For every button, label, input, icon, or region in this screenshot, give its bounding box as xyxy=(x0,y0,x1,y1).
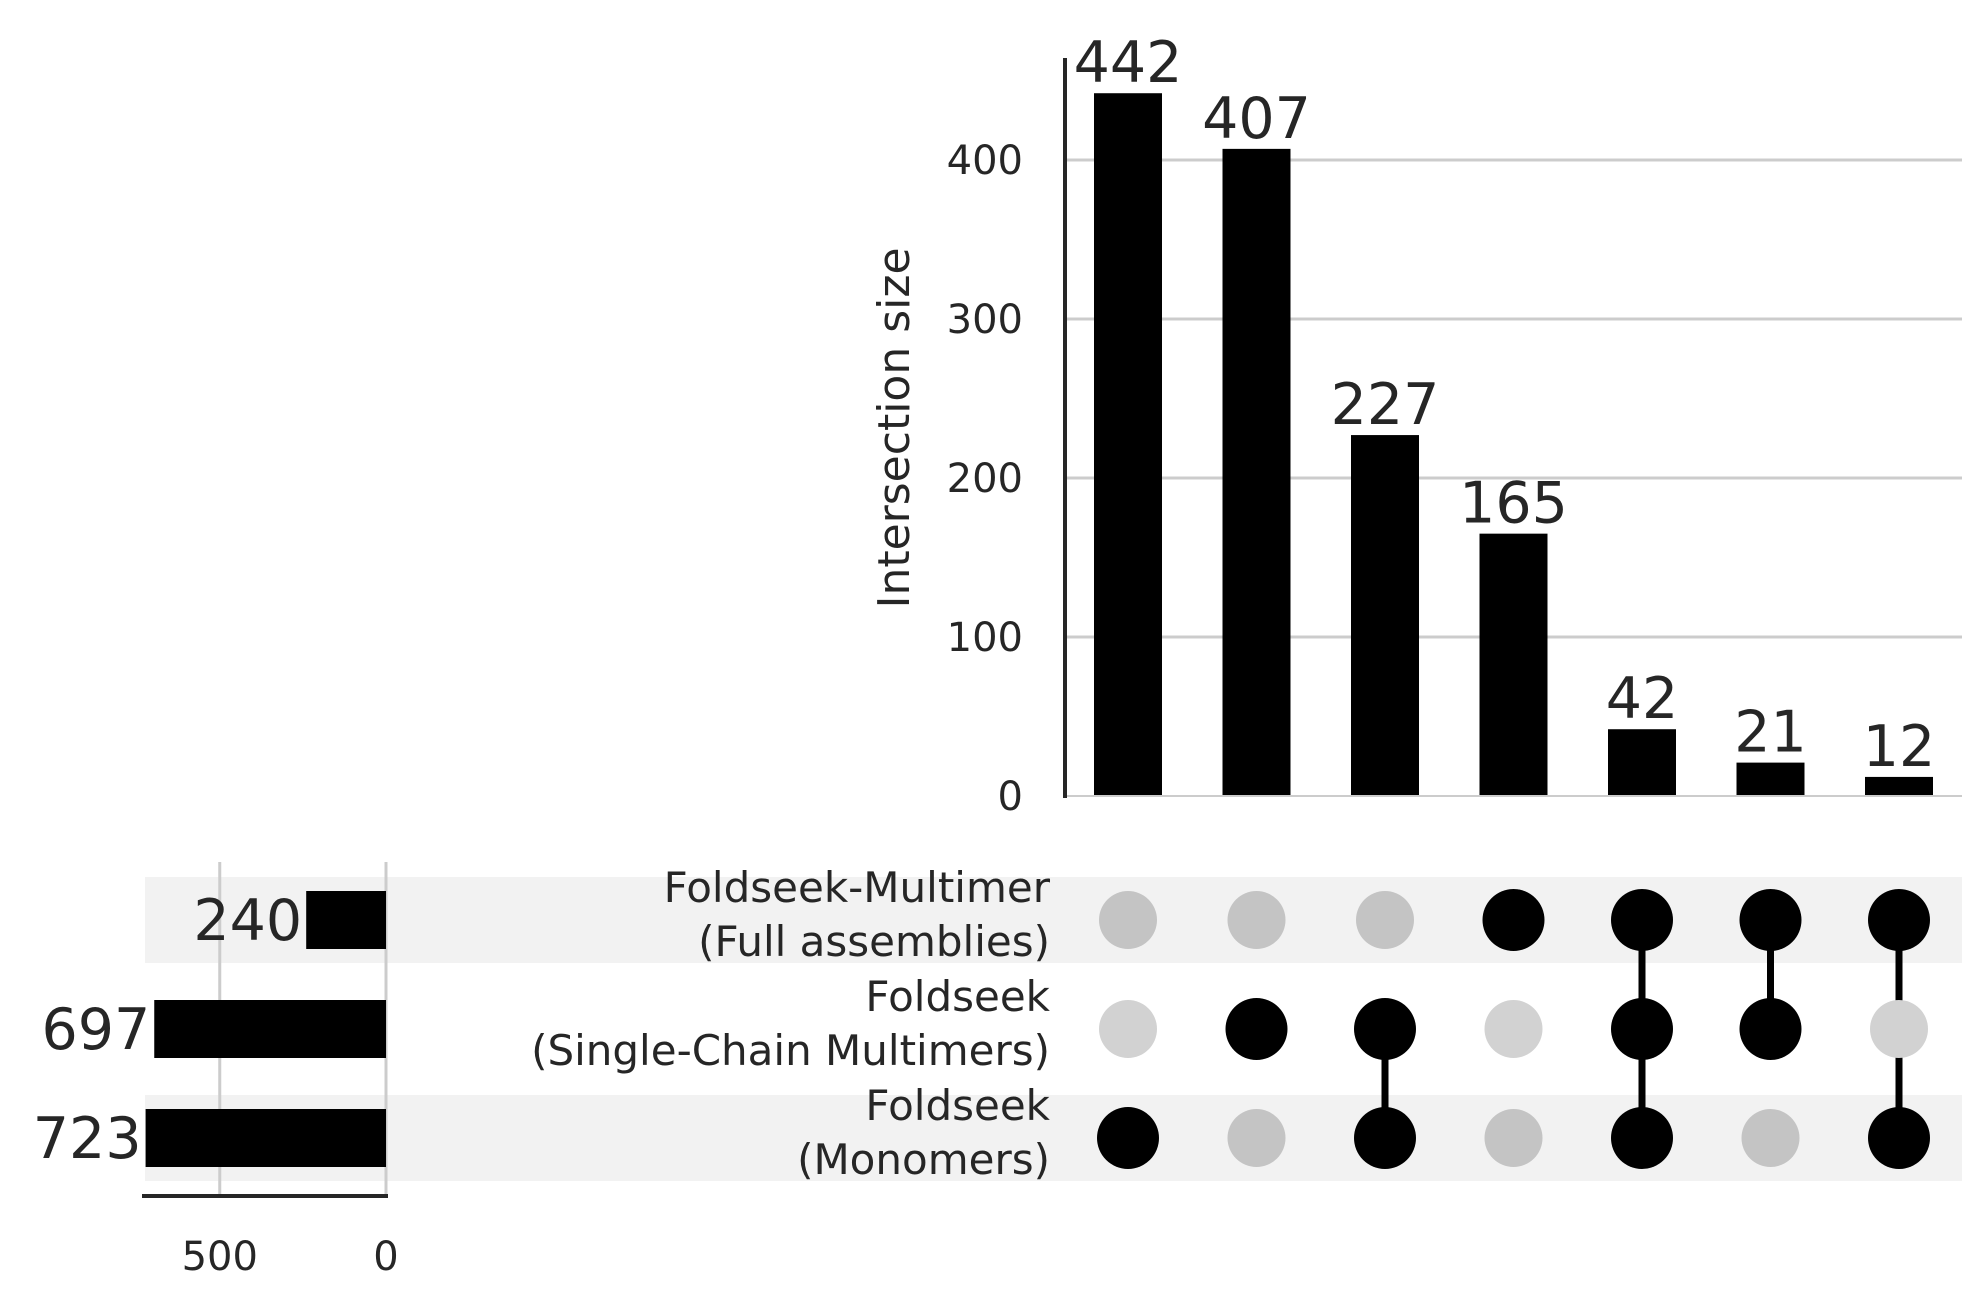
y-axis-title: Intersection size xyxy=(869,247,920,608)
set-size-tick-label: 500 xyxy=(182,1234,258,1280)
matrix-dot-inactive xyxy=(1741,1109,1800,1167)
set-label-line: Foldseek xyxy=(865,1081,1050,1130)
axes xyxy=(142,58,1962,1198)
set-label-line: Foldseek xyxy=(865,972,1050,1021)
matrix-dot-active xyxy=(1097,1107,1159,1169)
intersection-value-label: 12 xyxy=(1863,714,1936,780)
matrix-dot-inactive xyxy=(1484,1000,1543,1058)
set-labels: Foldseek-Multimer (Full assemblies)Foldse… xyxy=(531,863,1051,1184)
matrix-dot-inactive xyxy=(1356,891,1414,949)
set-size-value-labels: 240 697 723 xyxy=(33,888,302,1172)
intersection-value-label: 442 xyxy=(1074,30,1183,96)
intersection-value-label: 165 xyxy=(1459,471,1568,537)
intersection-bars xyxy=(1094,93,1933,797)
matrix-row-stripe xyxy=(145,877,1962,963)
matrix-dot-inactive xyxy=(1099,1000,1157,1058)
set-size-value-label: 697 xyxy=(41,997,150,1063)
intersection-bar xyxy=(1608,729,1676,796)
intersection-matrix xyxy=(1097,889,1930,1169)
intersection-bar xyxy=(1351,435,1419,796)
set-size-tick-label: 0 xyxy=(373,1234,398,1280)
intersection-bar xyxy=(1736,762,1805,796)
matrix-row-stripe xyxy=(145,1095,1962,1181)
set-size-bar xyxy=(306,891,386,949)
set-label-line: Foldseek-Multimer xyxy=(664,863,1051,912)
set-label-line: (Full assemblies) xyxy=(698,917,1050,966)
matrix-dot-active xyxy=(1868,1107,1930,1169)
intersection-value-label: 407 xyxy=(1202,86,1311,152)
set-label: Foldseek-Multimer (Full assemblies) xyxy=(664,863,1051,966)
matrix-dot-active xyxy=(1354,998,1416,1060)
matrix-dot-active xyxy=(1868,889,1930,951)
set-size-axis-ticks: 500 0 xyxy=(182,1234,399,1280)
intersection-value-label: 42 xyxy=(1606,666,1679,732)
y-tick-label: 200 xyxy=(947,456,1023,502)
set-label-line: (Single-Chain Multimers) xyxy=(531,1026,1050,1075)
set-label-line: (Monomers) xyxy=(797,1135,1050,1184)
intersection-value-label: 21 xyxy=(1734,700,1807,766)
intersection-bar xyxy=(1222,148,1291,796)
matrix-dot-inactive xyxy=(1870,1000,1928,1058)
set-size-bar xyxy=(145,1109,386,1167)
y-tick-label: 300 xyxy=(947,297,1023,343)
matrix-dot-active xyxy=(1611,889,1673,951)
intersection-value-labels: 442 407 227 165 42 21 12 xyxy=(1074,30,1936,780)
matrix-dot-active xyxy=(1611,1107,1673,1169)
matrix-dot-active xyxy=(1354,1107,1416,1169)
matrix-row-stripes xyxy=(145,877,1962,1181)
set-size-bar xyxy=(154,1000,386,1058)
intersection-bar xyxy=(1479,533,1548,796)
matrix-dot-active xyxy=(1482,889,1545,951)
gridlines xyxy=(218,158,1962,1196)
matrix-dot-active xyxy=(1739,889,1802,951)
y-tick-label: 0 xyxy=(998,774,1023,820)
set-size-value-label: 240 xyxy=(193,888,302,954)
set-size-value-label: 723 xyxy=(33,1106,142,1172)
intersection-bar xyxy=(1865,776,1933,796)
matrix-dot-inactive xyxy=(1227,891,1286,949)
intersection-bar xyxy=(1094,93,1162,797)
matrix-dot-active xyxy=(1611,998,1673,1060)
y-tick-label: 100 xyxy=(947,615,1023,661)
matrix-dot-inactive xyxy=(1099,891,1157,949)
matrix-dot-active xyxy=(1225,998,1288,1060)
matrix-dot-inactive xyxy=(1484,1109,1543,1167)
matrix-dot-active xyxy=(1739,998,1802,1060)
set-label: Foldseek (Monomers) xyxy=(797,1081,1051,1184)
set-label: Foldseek (Single-Chain Multimers) xyxy=(531,972,1051,1075)
y-tick-label: 400 xyxy=(947,138,1023,184)
matrix-dot-inactive xyxy=(1227,1109,1286,1167)
y-axis-ticks: 0 100 200 300 400 xyxy=(947,138,1023,820)
set-size-bars xyxy=(145,891,386,1167)
intersection-value-label: 227 xyxy=(1331,372,1440,438)
